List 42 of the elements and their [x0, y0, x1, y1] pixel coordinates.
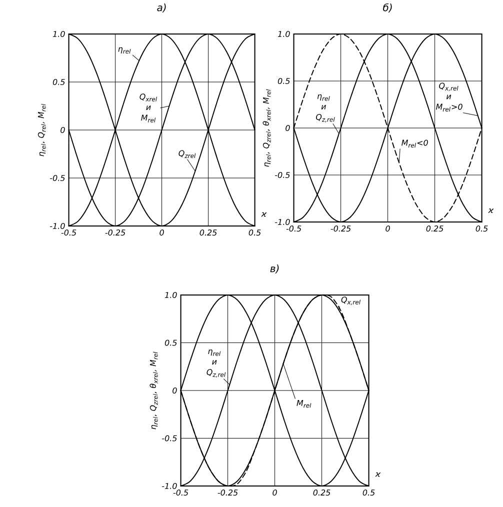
y-tick-label: 0 [60, 126, 65, 134]
y-tick-label: 0.5 [278, 78, 290, 84]
x-tick-label: -0.5 [286, 226, 302, 232]
annotation: M$_{rel}$<0 [402, 140, 428, 148]
x-tick-label: -0.25 [105, 230, 126, 236]
y-tick-label: 0.5 [53, 78, 65, 86]
y-axis-title: η$_{rel}$, Q$_{zrel}$, θ$_{xrel}$, M$_{rel}$ [150, 352, 158, 430]
x-tick-label: -0.5 [61, 230, 76, 236]
x-tick-label: 0.25 [426, 226, 444, 232]
y-tick-label: 1.0 [165, 292, 177, 298]
chart-title: в) [270, 264, 279, 274]
chart-title: б) [383, 3, 392, 12]
annotation: Q$_{zrel}$ [178, 150, 196, 158]
x-tick-label: 0.5 [248, 230, 261, 236]
x-tick-label: 0.5 [476, 226, 488, 232]
y-tick-label: 1.0 [53, 30, 65, 38]
y-axis-title: η$_{rel}$, Q$_{zrel}$, θ$_{xrel}$, M$_{rel}$ [262, 89, 271, 167]
chart-title: а) [157, 4, 166, 12]
x-tick-label: 0 [386, 226, 390, 232]
y-tick-label: 0 [172, 387, 177, 394]
x-tick-label: 0.25 [200, 230, 217, 236]
y-tick-label: -1.0 [162, 482, 177, 490]
y-tick-label: 0.5 [165, 340, 177, 346]
y-tick-label: -0.5 [162, 435, 177, 442]
y-tick-label: 0 [286, 124, 290, 132]
x-axis-title: ϰ [375, 472, 381, 477]
x-tick-label: -0.25 [330, 226, 351, 232]
y-tick-label: -1.0 [275, 218, 290, 226]
y-tick-label: 1.0 [278, 30, 290, 38]
x-tick-label: 0.25 [313, 490, 330, 496]
y-tick-label: -0.5 [275, 172, 290, 178]
y-axis-title: η$_{rel}$, Q$_{rel}$, M$_{rel}$ [38, 104, 46, 156]
x-tick-label: -0.5 [173, 490, 188, 496]
x-axis-title: ϰ [488, 208, 494, 213]
annotation: Q$_{xrel}$ и M$_{rel}$ [140, 94, 158, 122]
x-tick-label: -0.25 [218, 490, 238, 496]
y-tick-label: -0.5 [50, 174, 65, 182]
annotation: η$_{rel}$ и Q$_{z,rel}$ [316, 94, 335, 122]
x-axis-title: ϰ [261, 212, 267, 217]
annotation: Q$_{x,rel}$ и M$_{rel}$>0 [436, 82, 463, 112]
x-tick-label: 0.5 [362, 490, 375, 496]
annotation: η$_{rel}$ [118, 47, 131, 54]
